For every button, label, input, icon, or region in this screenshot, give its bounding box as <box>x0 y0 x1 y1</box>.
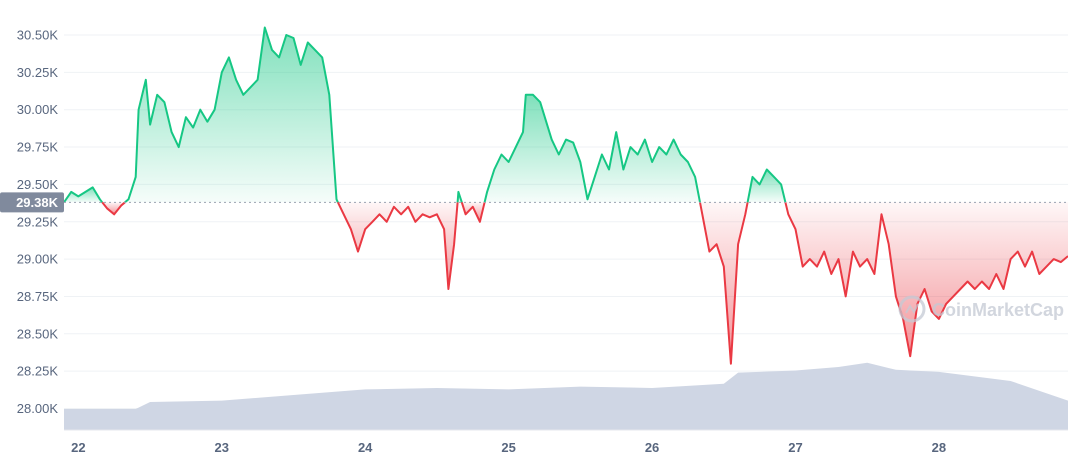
y-axis: 30.50K 30.25K 30.00K 29.75K 29.50K 29.25K 29.0… <box>17 28 59 417</box>
reference-layer: 29.38K <box>0 192 1068 213</box>
x-tick-label: 24 <box>358 440 373 455</box>
y-tick-label: 29.50K <box>17 177 59 192</box>
price-line-above <box>456 190 463 203</box>
y-tick-label: 28.25K <box>17 364 59 379</box>
area-fill-above <box>747 169 786 203</box>
reference-badge <box>0 192 64 213</box>
watermark-text: CoinMarketCap <box>932 300 1064 320</box>
volume-area <box>64 362 1068 430</box>
area-fill-above <box>64 187 103 203</box>
y-tick-label: 28.00K <box>17 401 59 416</box>
volume-layer <box>64 362 1068 430</box>
y-tick-label: 29.75K <box>17 140 59 155</box>
price-line-above <box>483 93 701 203</box>
area-fill-below <box>785 202 1068 357</box>
area-fill-layer <box>64 27 1068 364</box>
reference-label: 29.38K <box>16 195 59 210</box>
price-line-layer <box>63 26 1068 365</box>
price-line-above <box>124 26 339 204</box>
price-line-below <box>784 202 1068 358</box>
price-line-above <box>746 168 787 203</box>
area-fill-below <box>700 202 748 364</box>
price-line-below <box>699 202 749 365</box>
x-tick-label: 22 <box>71 440 85 455</box>
price-line-below <box>336 201 459 290</box>
y-tick-label: 30.00K <box>17 102 59 117</box>
y-tick-label: 29.25K <box>17 214 59 229</box>
y-tick-label: 28.50K <box>17 326 59 341</box>
x-tick-label: 26 <box>645 440 659 455</box>
area-fill-below <box>102 202 125 215</box>
x-tick-label: 27 <box>788 440 802 455</box>
y-tick-label: 29.00K <box>17 252 59 267</box>
x-axis: 22 23 24 25 26 27 28 <box>64 429 1068 455</box>
price-line-below <box>460 201 486 223</box>
x-tick-label: 28 <box>932 440 946 455</box>
price-line-above <box>63 186 103 203</box>
area-fill-above <box>484 94 700 203</box>
area-fill-below <box>461 202 485 222</box>
x-tick-label: 23 <box>215 440 229 455</box>
x-tick-label: 25 <box>501 440 515 455</box>
price-line-below <box>101 201 126 216</box>
y-tick-label: 28.75K <box>17 289 59 304</box>
coinmarketcap-logo-icon <box>898 295 926 323</box>
y-tick-label: 30.25K <box>17 65 59 80</box>
y-tick-label: 30.50K <box>17 28 59 43</box>
area-fill-above <box>125 27 338 203</box>
watermark: CoinMarketCap <box>898 295 1064 323</box>
area-fill-below <box>337 202 458 289</box>
